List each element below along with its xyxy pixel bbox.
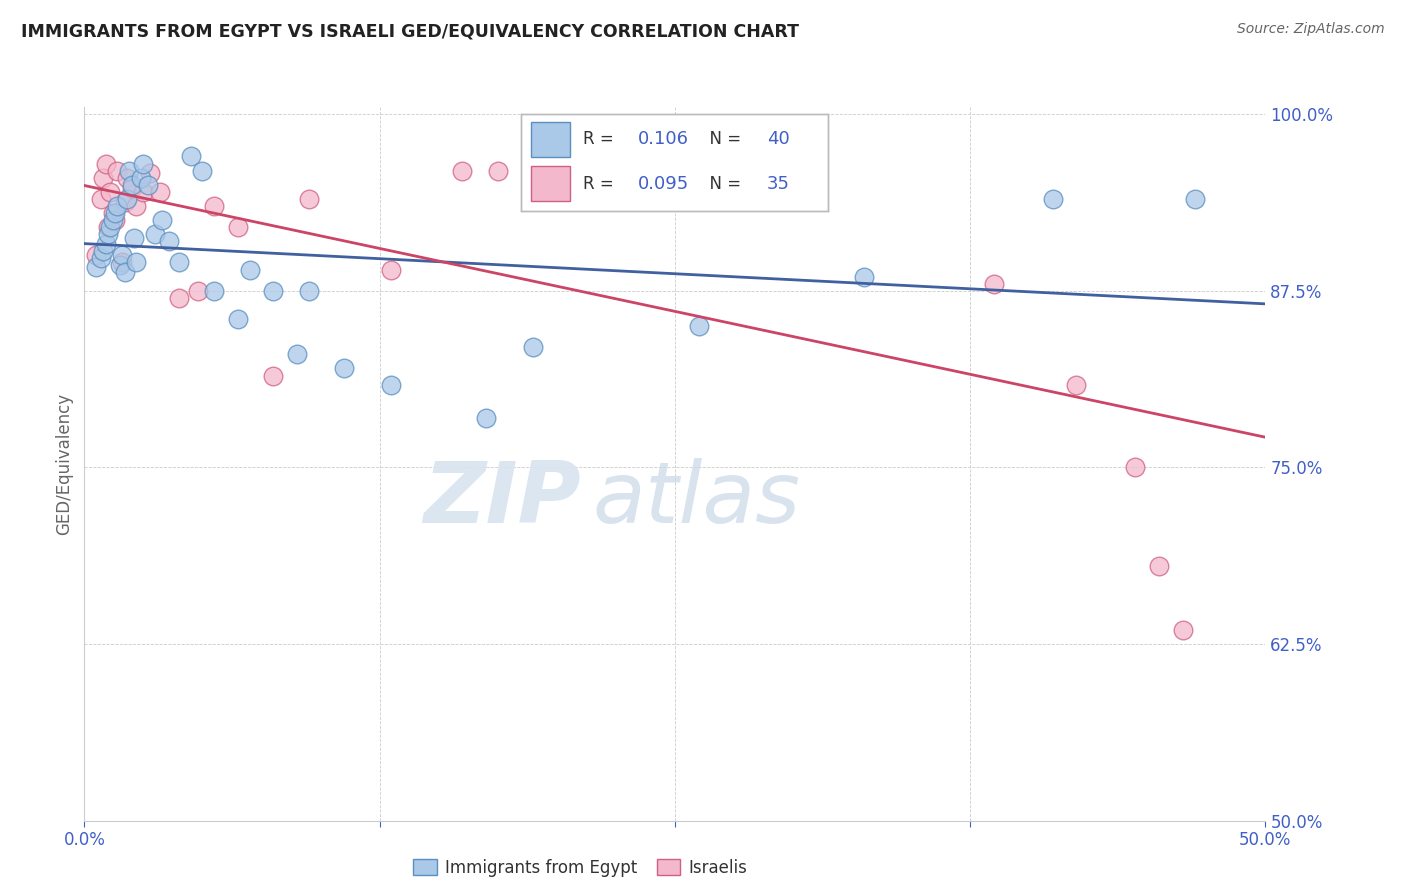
Point <box>122 231 145 245</box>
Point <box>91 170 114 185</box>
Point <box>121 180 143 194</box>
Point <box>114 265 136 279</box>
Point <box>191 163 214 178</box>
Point <box>852 269 875 284</box>
Point <box>125 255 148 269</box>
Point <box>298 192 321 206</box>
Point <box>98 185 121 199</box>
Point <box>125 199 148 213</box>
Point <box>129 170 152 185</box>
Point <box>84 248 107 262</box>
Text: ZIP: ZIP <box>423 458 581 541</box>
Text: IMMIGRANTS FROM EGYPT VS ISRAELI GED/EQUIVALENCY CORRELATION CHART: IMMIGRANTS FROM EGYPT VS ISRAELI GED/EQU… <box>21 22 799 40</box>
Point <box>108 258 131 272</box>
Point <box>132 185 155 199</box>
Point <box>1042 192 1064 206</box>
Point <box>262 368 284 383</box>
Legend: Immigrants from Egypt, Israelis: Immigrants from Egypt, Israelis <box>406 853 754 884</box>
Point <box>132 156 155 170</box>
Point <box>136 178 159 192</box>
Point <box>143 227 166 242</box>
Point <box>90 192 112 206</box>
Point <box>239 262 262 277</box>
Point <box>187 284 209 298</box>
Point <box>285 347 308 361</box>
Text: atlas: atlas <box>592 458 800 541</box>
Point <box>298 284 321 298</box>
Point <box>475 411 498 425</box>
Point <box>675 163 697 178</box>
Point <box>101 213 124 227</box>
Point <box>451 163 474 178</box>
Point <box>522 340 544 354</box>
Point <box>104 213 127 227</box>
Point <box>1171 623 1194 637</box>
Point <box>202 199 225 213</box>
Point <box>1184 192 1206 206</box>
Point <box>114 194 136 209</box>
Point <box>157 234 180 248</box>
Point <box>688 319 710 334</box>
Point <box>91 244 114 259</box>
Point <box>1147 559 1170 574</box>
Point <box>94 156 117 170</box>
Point <box>1125 460 1147 475</box>
Point <box>104 206 127 220</box>
Point <box>226 312 249 326</box>
Point <box>149 185 172 199</box>
Point <box>226 220 249 235</box>
Point <box>180 149 202 163</box>
Point <box>534 163 557 178</box>
Point <box>139 166 162 180</box>
Point <box>380 262 402 277</box>
Point <box>202 284 225 298</box>
Point <box>167 291 190 305</box>
Point <box>150 213 173 227</box>
Point <box>101 206 124 220</box>
Point <box>97 227 120 242</box>
Point <box>118 163 141 178</box>
Point <box>333 361 356 376</box>
Point <box>115 170 138 185</box>
Point <box>806 170 828 185</box>
Point <box>380 378 402 392</box>
Point <box>97 220 120 235</box>
Point <box>84 260 107 274</box>
Y-axis label: GED/Equivalency: GED/Equivalency <box>55 392 73 535</box>
Point <box>262 284 284 298</box>
Point <box>167 255 190 269</box>
Point <box>111 255 134 269</box>
Point <box>94 237 117 252</box>
Point <box>98 220 121 235</box>
Point <box>486 163 509 178</box>
Point <box>115 192 138 206</box>
Point <box>1066 378 1088 392</box>
Point <box>90 252 112 266</box>
Point <box>983 277 1005 291</box>
Point <box>593 163 616 178</box>
Point <box>111 248 134 262</box>
Point <box>121 178 143 192</box>
Text: Source: ZipAtlas.com: Source: ZipAtlas.com <box>1237 22 1385 37</box>
Point <box>107 163 129 178</box>
Point <box>107 199 129 213</box>
